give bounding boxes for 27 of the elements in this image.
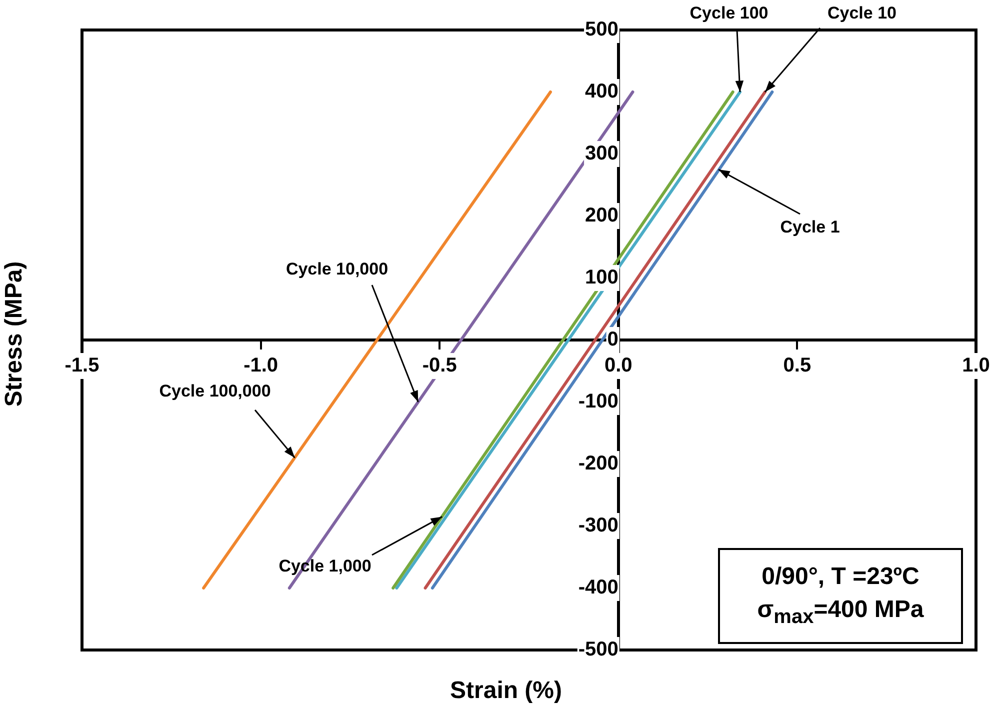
y-tick-label: -300 xyxy=(578,514,618,537)
y-tick-label: 200 xyxy=(585,204,618,227)
y-tick-label: 0 xyxy=(607,328,618,351)
annotation: Cycle 100,000 xyxy=(159,382,271,401)
annotation: 0/90°, T =23ºC xyxy=(760,562,920,592)
y-tick-label: 400 xyxy=(585,80,618,103)
x-tick-label: 0.0 xyxy=(604,354,632,377)
y-axis-title: Stress (MPa) xyxy=(0,261,29,407)
x-tick-label: -1.5 xyxy=(64,354,100,377)
annotation: σ$_{max}$=400 MPa xyxy=(756,594,925,630)
y-tick-label: -500 xyxy=(578,638,618,661)
y-tick-label: 100 xyxy=(585,266,618,289)
y-tick-label: 300 xyxy=(585,142,618,165)
y-tick-label: -400 xyxy=(578,576,618,599)
x-tick-label: -1.0 xyxy=(244,354,278,377)
text-box: 0/90°, T =23ºC σ$_{max}$=400 MPa xyxy=(718,548,963,644)
y-tick-label: 500 xyxy=(585,18,618,41)
annotation: Cycle 100 xyxy=(690,4,768,23)
x-tick-label: 0.5 xyxy=(783,354,812,377)
annotation: Cycle 10,000 xyxy=(286,260,388,279)
y-tick-label: -200 xyxy=(578,452,618,475)
annotation: Cycle 1 xyxy=(780,218,840,237)
annotation: Cycle 10 xyxy=(828,4,896,23)
x-axis-title: Strain (%) xyxy=(450,677,562,705)
x-tick-label: -0.5 xyxy=(422,354,457,377)
x-tick-label: 1.0 xyxy=(962,354,990,377)
y-tick-label: -100 xyxy=(578,390,618,413)
